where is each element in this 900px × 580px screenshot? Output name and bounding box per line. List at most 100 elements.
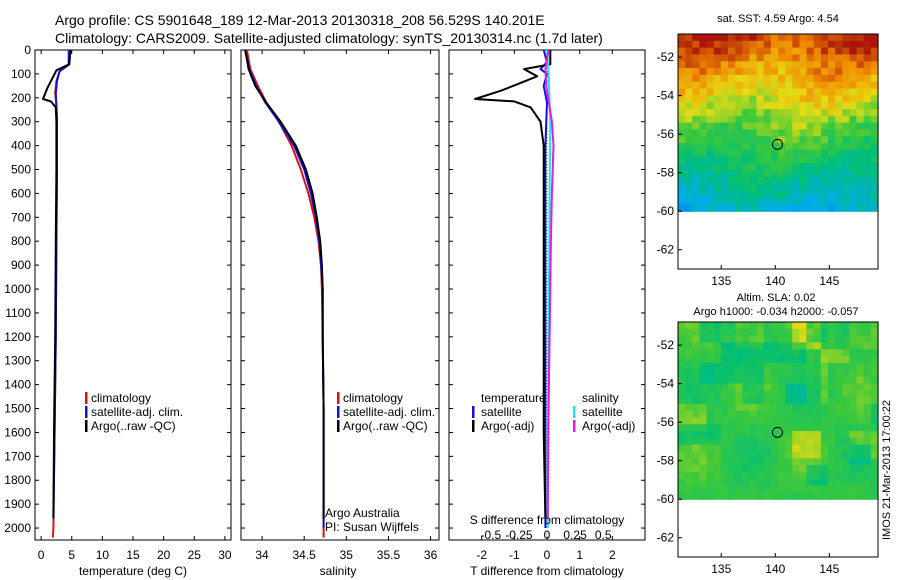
map-cell (720, 34, 729, 42)
map-cell (820, 492, 829, 500)
map-cell (778, 335, 786, 344)
map-cell (778, 170, 786, 178)
map-cell (685, 356, 693, 364)
map-cell (763, 129, 772, 137)
map-cell (835, 424, 843, 432)
map-cell (742, 136, 751, 144)
map-cell (685, 149, 693, 158)
map-cell (678, 190, 686, 199)
map-cell (770, 471, 779, 480)
map-cell (763, 54, 772, 62)
map-cell (742, 444, 751, 453)
map-cell (792, 328, 801, 337)
map-cell (706, 95, 715, 103)
map-cell (799, 465, 808, 473)
map-cell (685, 335, 693, 344)
map-cell (828, 328, 836, 337)
map-cell (706, 102, 715, 110)
map-cell (806, 136, 815, 144)
map-cell (849, 410, 858, 419)
map-cell (828, 437, 836, 446)
map-cell (692, 383, 701, 391)
map-cell (820, 471, 829, 480)
map-y-tick-label: -54 (657, 377, 675, 391)
map-cell (785, 369, 793, 378)
map-cell (678, 149, 686, 158)
map-cell (713, 190, 722, 199)
map-cell (713, 478, 722, 487)
map-cell (806, 349, 815, 357)
map-cell (770, 458, 779, 466)
map-cell (792, 34, 801, 42)
map-cell (735, 451, 743, 459)
map-cell (842, 108, 851, 117)
map-cell (713, 34, 722, 42)
map-cell (699, 322, 708, 330)
map-cell (735, 95, 743, 103)
map-cell (799, 451, 808, 459)
map-cell (685, 108, 693, 117)
map-cell (870, 458, 879, 466)
map-cell (720, 129, 729, 137)
map-cell (820, 444, 829, 453)
map-cell (849, 129, 858, 137)
sst-map-title: sat. SST: 4.59 Argo: 4.54 (717, 13, 839, 25)
map-cell (828, 61, 836, 69)
map-cell (820, 149, 829, 158)
map-cell (856, 362, 865, 371)
map-cell (813, 190, 822, 199)
map-cell (763, 478, 772, 487)
map-cell (699, 74, 708, 83)
map-cell (756, 431, 765, 439)
map-cell (706, 478, 715, 487)
map-cell (835, 61, 843, 69)
map-cell (699, 34, 708, 42)
map-cell (835, 322, 843, 330)
map-cell (678, 417, 686, 425)
map-cell (770, 156, 779, 165)
map-cell (770, 122, 779, 131)
x-tick-label: 0 (544, 548, 551, 562)
map-cell (749, 492, 758, 500)
map-cell (749, 163, 758, 171)
map-cell (678, 183, 686, 192)
map-cell (763, 88, 772, 96)
map-cell (799, 362, 808, 371)
legend-swatch-s-argo (573, 420, 576, 432)
map-cell (706, 177, 715, 185)
map-cell (799, 383, 808, 391)
map-cell (856, 136, 865, 144)
map-cell (813, 424, 822, 432)
map-cell (799, 458, 808, 466)
map-cell (685, 369, 693, 378)
map-cell (699, 54, 708, 62)
map-cell (678, 177, 686, 185)
map-cell (678, 47, 686, 56)
map-cell (799, 471, 808, 480)
map-y-tick-label: -56 (657, 127, 675, 141)
map-cell (870, 122, 879, 131)
map-y-tick-label: -60 (657, 204, 675, 218)
map-cell (778, 81, 786, 90)
map-cell (720, 190, 729, 199)
map-cell (763, 492, 772, 500)
x-tick-label: 35 (340, 548, 354, 562)
map-cell (778, 396, 786, 405)
map-cell (770, 34, 779, 42)
x-tick-label: 0 (38, 548, 45, 562)
map-cell (792, 197, 801, 205)
map-cell (692, 403, 701, 412)
map-cell (863, 68, 872, 76)
map-cell (692, 61, 701, 69)
map-cell (799, 328, 808, 337)
map-cell (735, 492, 743, 500)
map-cell (713, 424, 722, 432)
map-cell (713, 390, 722, 398)
map-cell (806, 143, 815, 151)
map-cell (792, 47, 801, 56)
map-cell (842, 170, 851, 178)
map-cell (863, 390, 872, 398)
map-cell (720, 177, 729, 185)
map-cell (756, 61, 765, 69)
map-cell (692, 81, 701, 90)
